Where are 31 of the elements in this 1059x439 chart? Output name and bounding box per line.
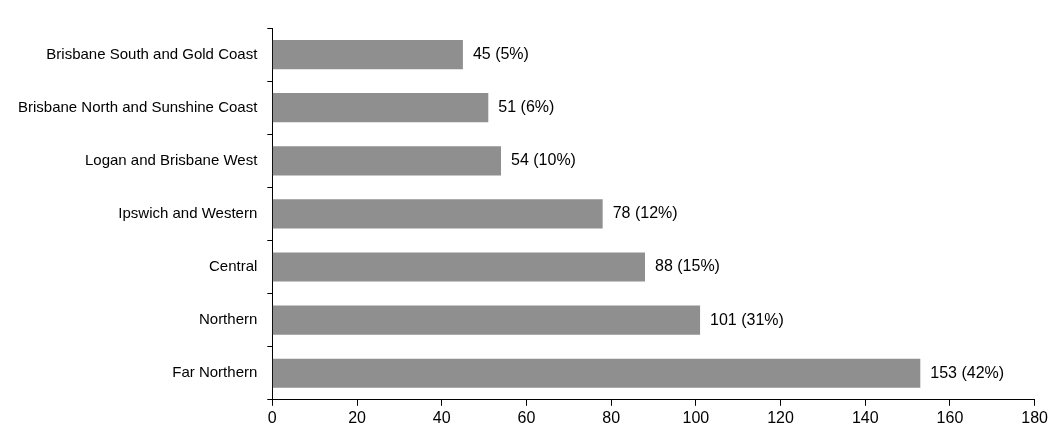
x-tick-label: 60 [517, 408, 536, 426]
y-tick-label: Brisbane South and Gold Coast [46, 44, 259, 62]
x-tick-label: 100 [682, 408, 710, 426]
bar [272, 146, 502, 176]
data-label: 78 (12%) [612, 204, 678, 222]
y-tick-label: Far Northern [172, 363, 258, 381]
x-tick-label: 20 [348, 408, 367, 426]
y-tick-label: Brisbane North and Sunshine Coast [18, 97, 259, 115]
bar [272, 93, 489, 123]
data-label: 101 (31%) [710, 310, 784, 328]
bar [272, 39, 463, 70]
x-tick-label: 140 [851, 408, 879, 426]
x-tick-label: 80 [602, 408, 621, 426]
bar [272, 358, 921, 388]
y-tick-label: Ipswich and Western [118, 204, 258, 222]
data-label: 153 (42%) [930, 363, 1005, 381]
y-tick-label: Northern [198, 310, 258, 328]
data-label: 45 (5%) [472, 44, 529, 62]
data-label: 88 (15%) [655, 257, 720, 275]
x-tick-label: 180 [1021, 408, 1049, 426]
y-tick-label: Logan and Brisbane West [84, 150, 259, 168]
x-tick-label: 160 [936, 408, 964, 426]
data-label: 51 (6%) [498, 98, 555, 116]
bar [272, 252, 646, 282]
bar [272, 305, 701, 335]
data-label: 54 (10%) [511, 151, 576, 169]
y-tick-label: Central [208, 257, 258, 275]
bar [272, 199, 603, 229]
x-tick-label: 0 [267, 408, 277, 426]
x-tick-label: 120 [767, 408, 794, 426]
x-tick-label: 40 [432, 408, 451, 426]
